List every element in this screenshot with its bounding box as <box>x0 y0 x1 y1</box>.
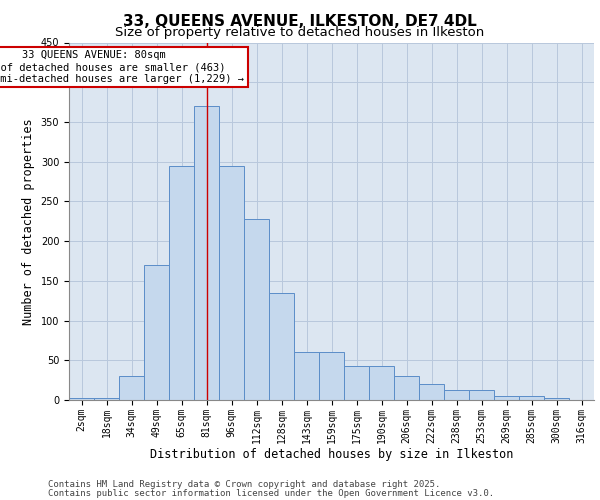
Bar <box>119 376 144 400</box>
Bar <box>319 352 344 400</box>
Bar <box>344 366 369 400</box>
Bar <box>294 352 319 400</box>
Bar <box>419 384 444 400</box>
Text: Contains HM Land Registry data © Crown copyright and database right 2025.: Contains HM Land Registry data © Crown c… <box>48 480 440 489</box>
Bar <box>469 390 494 400</box>
Text: Size of property relative to detached houses in Ilkeston: Size of property relative to detached ho… <box>115 26 485 39</box>
Bar <box>394 376 419 400</box>
Y-axis label: Number of detached properties: Number of detached properties <box>22 118 35 324</box>
Bar <box>544 398 569 400</box>
Bar <box>519 396 544 400</box>
Bar <box>369 366 394 400</box>
X-axis label: Distribution of detached houses by size in Ilkeston: Distribution of detached houses by size … <box>150 448 513 462</box>
Bar <box>244 219 269 400</box>
Bar <box>194 106 219 400</box>
Bar <box>269 292 294 400</box>
Text: Contains public sector information licensed under the Open Government Licence v3: Contains public sector information licen… <box>48 488 494 498</box>
Bar <box>444 390 469 400</box>
Text: 33 QUEENS AVENUE: 80sqm
← 27% of detached houses are smaller (463)
72% of semi-d: 33 QUEENS AVENUE: 80sqm ← 27% of detache… <box>0 50 244 84</box>
Bar <box>69 398 94 400</box>
Bar <box>494 396 519 400</box>
Bar <box>94 398 119 400</box>
Bar <box>144 265 169 400</box>
Bar <box>169 166 194 400</box>
Bar <box>219 166 244 400</box>
Text: 33, QUEENS AVENUE, ILKESTON, DE7 4DL: 33, QUEENS AVENUE, ILKESTON, DE7 4DL <box>123 14 477 28</box>
